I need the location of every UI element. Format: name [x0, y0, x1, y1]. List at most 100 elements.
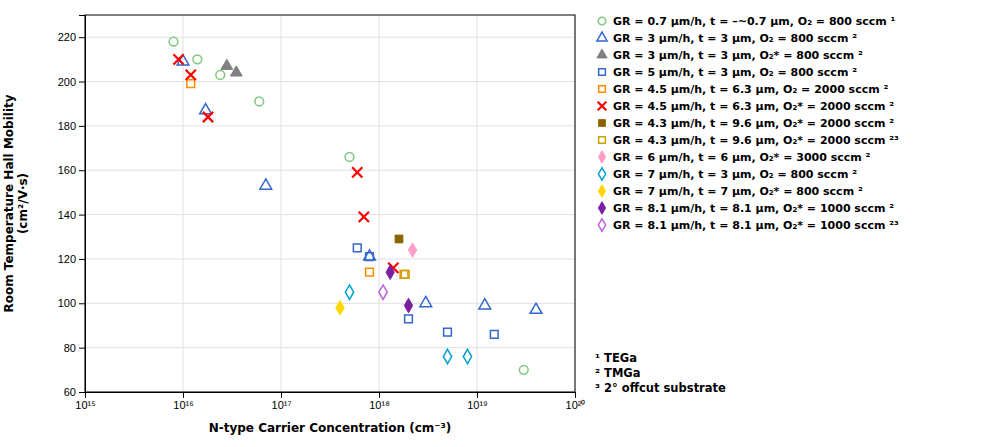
y-axis-title-line: (cm²/V·s) [16, 173, 30, 234]
grid-line [379, 15, 380, 392]
y-axis-line [79, 16, 86, 393]
x-axis: 10¹⁵ 10¹⁶ 10¹⁷ 10¹⁸ 10¹⁹ 10²⁰ [75, 392, 585, 411]
grid-line [183, 15, 184, 392]
legend-symbol [599, 137, 606, 144]
series [221, 59, 242, 76]
legend-symbol [598, 202, 605, 214]
legend-label: GR = 8.1 μm/h, t = 8.1 μm, O₂* = 1000 sc… [613, 219, 899, 232]
y-tick-label: 200 [58, 76, 76, 88]
legend-label: GR = 6 μm/h, t = 6 μm, O₂* = 3000 sccm ² [613, 151, 871, 164]
x-axis-title: N-type Carrier Concentration (cm⁻³) [209, 421, 452, 435]
point [187, 80, 195, 88]
point [366, 253, 374, 261]
x-tick: 10¹⁵ [75, 392, 95, 411]
grid-line [477, 15, 478, 392]
y-axis-title: Room Temperature Hall Mobility(cm²/V·s) [2, 94, 30, 312]
y-tick: 60 [64, 386, 85, 398]
legend-symbol [598, 17, 606, 25]
series [173, 54, 398, 273]
point [420, 296, 432, 306]
point [216, 71, 225, 80]
footnote: ³ 2° offcut substrate [595, 381, 726, 395]
y-tick-mark [79, 392, 85, 393]
legend-item: GR = 7 μm/h, t = 7 μm, O₂* = 800 sccm ² [598, 185, 863, 198]
x-tick: 10¹⁶ [173, 392, 193, 411]
y-tick-mark [79, 37, 85, 38]
point [193, 55, 202, 64]
legend: GR = 0.7 μm/h, t = –~0.7 μm, O₂ = 800 sc… [597, 15, 899, 232]
footnote: ¹ TEGa [595, 351, 637, 365]
x-axis-line [86, 393, 576, 399]
point [345, 285, 353, 299]
legend-symbol [599, 69, 606, 76]
y-tick: 220 [58, 31, 85, 43]
legend-label: GR = 7 μm/h, t = 7 μm, O₂* = 800 sccm ² [613, 185, 863, 198]
y-tick-label: 60 [64, 386, 76, 398]
series [386, 265, 413, 313]
legend-item: GR = 6 μm/h, t = 6 μm, O₂* = 3000 sccm ² [598, 151, 870, 164]
grid-line [281, 15, 282, 392]
grid-line [85, 258, 575, 259]
y-tick-label: 220 [58, 31, 76, 43]
point [490, 330, 498, 338]
y-tick-mark [79, 259, 85, 260]
y-tick-label: 80 [64, 342, 76, 354]
plot-frame [85, 15, 575, 392]
point [386, 265, 394, 279]
point [408, 243, 416, 257]
x-tick: 10¹⁸ [369, 392, 390, 411]
x-tick-label: 10²⁰ [566, 399, 586, 411]
x-tick: 10¹⁹ [467, 392, 488, 411]
point [530, 303, 542, 313]
legend-item: GR = 4.3 μm/h, t = 9.6 μm, O₂* = 2000 sc… [599, 117, 895, 130]
x-tick-mark [477, 392, 478, 398]
point [169, 37, 178, 46]
legend-label: GR = 8.1 μm/h, t = 8.1 μm, O₂* = 1000 sc… [613, 202, 894, 215]
grid-line [85, 170, 575, 171]
y-tick-label: 140 [58, 209, 76, 221]
legend-item: GR = 4.5 μm/h, t = 6.3 μm, O₂ = 2000 scc… [599, 83, 889, 96]
point [221, 59, 233, 69]
legend-label: GR = 4.5 μm/h, t = 6.3 μm, O₂* = 2000 sc… [613, 100, 894, 113]
legend-symbol [598, 102, 607, 111]
y-tick: 140 [58, 209, 85, 221]
legend-label: GR = 0.7 μm/h, t = –~0.7 μm, O₂ = 800 sc… [613, 15, 896, 28]
y-tick: 120 [58, 253, 85, 265]
footnote: ² TMGa [595, 366, 641, 380]
point [395, 235, 403, 243]
x-tick: 10¹⁷ [272, 392, 292, 411]
legend-label: GR = 3 μm/h, t = 3 μm, O₂ = 800 sccm ² [613, 32, 857, 45]
legend-item: GR = 8.1 μm/h, t = 8.1 μm, O₂* = 1000 sc… [598, 202, 894, 215]
chart: 10¹⁵10¹⁶10¹⁷10¹⁸10¹⁹10²⁰6080100120140160… [0, 0, 1000, 447]
grid [85, 15, 575, 392]
legend-label: GR = 3 μm/h, t = 3 μm, O₂* = 800 sccm ² [613, 49, 863, 62]
point [401, 271, 409, 279]
y-tick: 80 [64, 342, 85, 354]
legend-item: GR = 7 μm/h, t = 3 μm, O₂ = 800 sccm ² [598, 168, 857, 181]
legend-symbol [599, 120, 606, 127]
series [379, 285, 387, 299]
point [463, 349, 471, 363]
y-tick: 100 [58, 297, 85, 309]
y-axis: 6080100120140160180200220 [58, 16, 86, 399]
legend-symbol [598, 168, 605, 180]
point [345, 153, 354, 162]
series [169, 37, 528, 374]
x-tick: 10²⁰ [566, 392, 586, 411]
legend-label: GR = 4.5 μm/h, t = 6.3 μm, O₂ = 2000 scc… [613, 83, 888, 96]
grid-line [85, 214, 575, 215]
x-tick-mark [575, 392, 576, 398]
point [336, 301, 344, 315]
legend-item: GR = 5 μm/h, t = 3 μm, O₂ = 800 sccm ² [599, 66, 858, 79]
legend-symbol [597, 32, 607, 41]
x-tick-label: 10¹⁹ [467, 399, 488, 411]
grid-line [85, 81, 575, 82]
legend-item: GR = 0.7 μm/h, t = –~0.7 μm, O₂ = 800 sc… [598, 15, 895, 28]
series [408, 243, 416, 257]
y-tick-mark [79, 348, 85, 349]
legend-symbol [599, 86, 606, 93]
x-tick-mark [281, 392, 282, 398]
y-tick: 180 [58, 120, 85, 132]
point [230, 66, 242, 76]
point [443, 349, 451, 363]
